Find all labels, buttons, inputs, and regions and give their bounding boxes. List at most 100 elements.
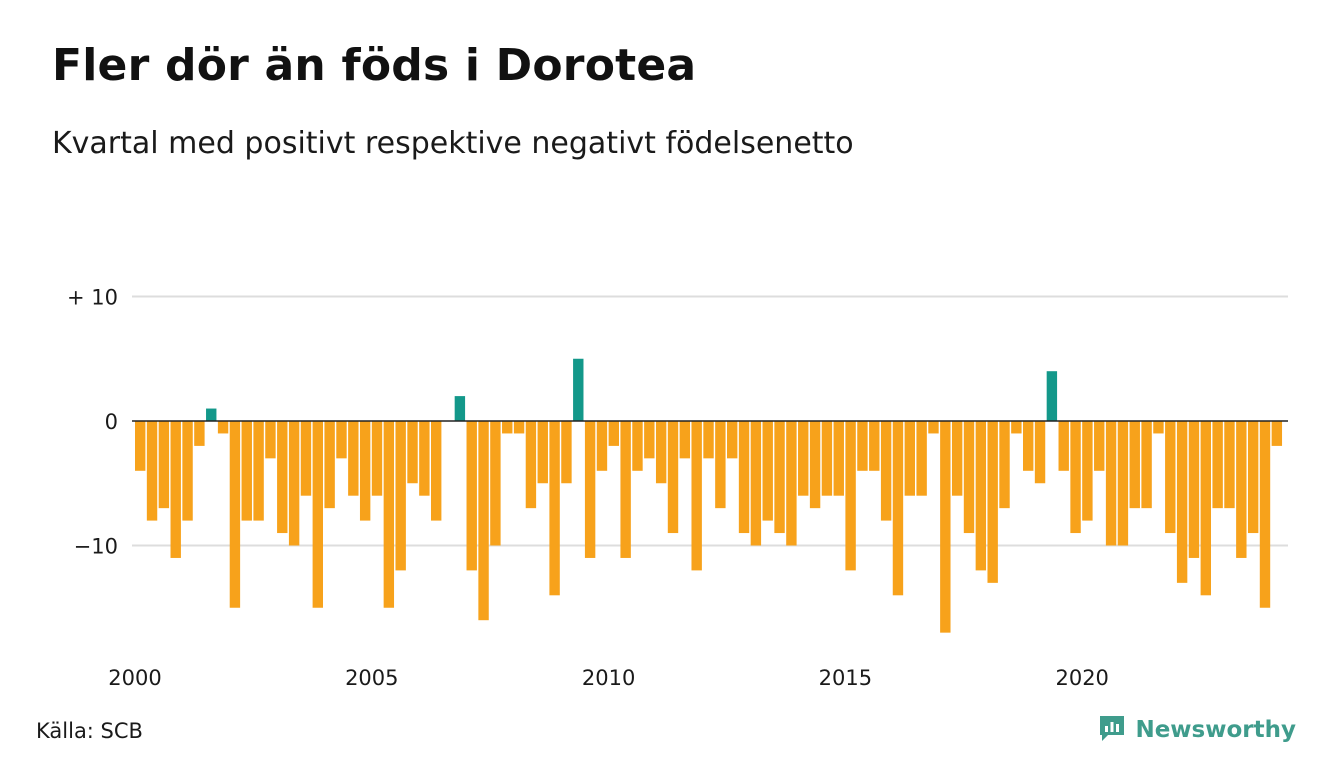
bars: [135, 358, 1283, 633]
bar: [194, 421, 205, 446]
bar: [288, 421, 300, 546]
bar: [1200, 421, 1211, 596]
bar: [845, 421, 856, 571]
bar: [431, 421, 442, 521]
bar: [383, 421, 395, 608]
bar: [170, 421, 181, 558]
bar: [750, 421, 762, 546]
gridlines: [132, 295, 1288, 547]
bar: [454, 396, 466, 421]
bar: [987, 421, 998, 583]
y-axis-labels: + 10 0 −10: [67, 286, 118, 559]
chart-title: Fler dör än föds i Dorotea: [52, 40, 697, 91]
bar: [217, 421, 229, 434]
bar: [1188, 421, 1200, 558]
bar: [1212, 421, 1223, 509]
x-tick-label: 2010: [582, 666, 635, 690]
bar: [348, 421, 359, 496]
bar: [395, 421, 406, 571]
bar: [1046, 371, 1058, 421]
x-axis-labels: 2000 2005 2010 2015 2020: [108, 666, 1109, 690]
bar: [513, 421, 525, 434]
bar: [1259, 421, 1271, 608]
bar: [537, 421, 548, 484]
bar: [798, 421, 809, 496]
bar: [1105, 421, 1117, 546]
bar: [312, 421, 323, 608]
bar: [407, 421, 418, 484]
y-tick-label: −10: [74, 535, 118, 559]
bar: [1165, 421, 1176, 534]
bar: [892, 421, 904, 596]
bar: [1176, 421, 1188, 583]
bar: [206, 408, 217, 421]
bar: [466, 421, 477, 571]
bar: [490, 421, 501, 546]
bar: [1247, 421, 1259, 534]
bar: [857, 421, 868, 471]
bar: [632, 421, 643, 471]
bar: [774, 421, 785, 534]
bar: [821, 421, 833, 496]
bar: [336, 421, 347, 459]
bar: [182, 421, 193, 521]
bar: [584, 421, 596, 558]
bar: [679, 421, 691, 459]
y-tick-label: + 10: [67, 286, 118, 310]
bar: [561, 421, 572, 484]
brand-name: Newsworthy: [1135, 717, 1296, 743]
bar: [703, 421, 714, 459]
bar: [1153, 421, 1164, 434]
bar: [940, 421, 951, 633]
bar: [786, 421, 797, 546]
bar: [265, 421, 276, 459]
bar: [608, 421, 619, 446]
bar: [762, 421, 773, 521]
bar: [1141, 421, 1152, 509]
bar: [253, 421, 264, 521]
y-tick-label: 0: [105, 410, 118, 434]
source-note: Källa: SCB: [36, 719, 143, 743]
bar: [963, 421, 975, 534]
newsworthy-logo-icon: [1097, 713, 1127, 747]
bar: [1117, 421, 1129, 546]
bar: [951, 421, 963, 496]
bar: [715, 421, 726, 509]
bar: [1094, 421, 1105, 471]
bar: [1129, 421, 1140, 509]
bar: [1082, 421, 1093, 521]
chart-subtitle: Kvartal med positivt respektive negativt…: [52, 126, 854, 161]
bar: [549, 421, 560, 596]
bar: [277, 421, 288, 534]
bar: [1271, 421, 1283, 446]
bar: [727, 421, 738, 459]
bar: [1224, 421, 1235, 509]
bar: [869, 421, 880, 471]
bar: [620, 421, 631, 558]
bar: [596, 421, 608, 471]
bar: [1236, 421, 1247, 558]
bar: [928, 421, 939, 434]
bar: [525, 421, 537, 509]
bar: [158, 421, 170, 509]
bar: [916, 421, 927, 496]
bar: [241, 421, 252, 521]
bar: [135, 421, 146, 471]
x-tick-label: 2015: [819, 666, 872, 690]
bar: [655, 421, 667, 484]
bar: [1011, 421, 1022, 434]
bar: [229, 421, 241, 608]
bar: [573, 358, 584, 421]
bar: [644, 421, 655, 459]
bar: [146, 421, 158, 521]
bar: [1023, 421, 1034, 471]
bar: [1058, 421, 1069, 471]
x-tick-label: 2005: [345, 666, 398, 690]
bar: [880, 421, 892, 521]
bar: [904, 421, 915, 496]
bar: [975, 421, 987, 571]
brand: Newsworthy: [1097, 713, 1296, 747]
x-tick-label: 2000: [108, 666, 161, 690]
bar: [1034, 421, 1046, 484]
